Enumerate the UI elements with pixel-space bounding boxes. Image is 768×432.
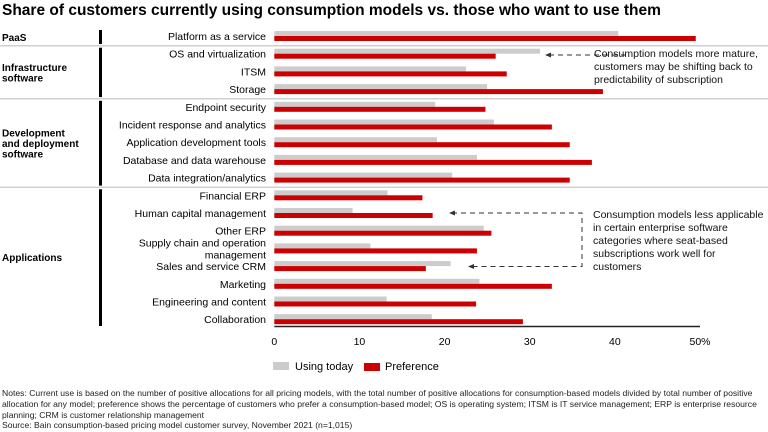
- bar-preference: [274, 36, 696, 41]
- footnotes: Notes: Current use is based on the numbe…: [2, 388, 766, 431]
- bar-using-today: [274, 278, 480, 284]
- bar-preference: [274, 266, 426, 272]
- legend-swatch-preference: [364, 363, 380, 371]
- group-bracket: [99, 100, 102, 186]
- bar-preference: [274, 71, 507, 77]
- group-bracket: [99, 30, 102, 44]
- bar-using-today: [274, 225, 484, 231]
- bar-using-today: [274, 296, 387, 302]
- bar-using-today: [274, 261, 451, 267]
- bar-preference: [274, 319, 523, 325]
- annotation-mature: Consumption models more mature, customer…: [594, 48, 758, 86]
- bar-preference: [274, 230, 492, 236]
- category-label: Storage: [229, 84, 266, 96]
- x-tick-label: 50%: [689, 336, 710, 348]
- bar-chart: PaaSInfrastructuresoftwareDevelopmentand…: [0, 30, 768, 373]
- bar-using-today: [274, 84, 488, 90]
- bar-using-today: [274, 31, 619, 36]
- category-label: Engineering and content: [152, 297, 266, 309]
- category-label: Application development tools: [126, 137, 266, 149]
- category-label: Financial ERP: [199, 190, 266, 202]
- category-label: Sales and service CRM: [156, 261, 266, 273]
- bar-using-today: [274, 137, 437, 143]
- annotation-less-applicable: Consumption models less applicable in ce…: [593, 209, 764, 273]
- bar-using-today: [274, 101, 436, 107]
- bar-using-today: [274, 208, 353, 213]
- bar-using-today: [274, 66, 466, 72]
- category-label: Database and data warehouse: [123, 155, 266, 167]
- bar-preference: [274, 248, 477, 254]
- bar-using-today: [274, 48, 540, 54]
- group-label: and deployment: [2, 139, 79, 150]
- bar-using-today: [274, 154, 477, 160]
- category-label: Platform as a service: [168, 31, 266, 43]
- arrow-head-icon: [545, 52, 551, 58]
- group-bracket: [99, 47, 102, 98]
- x-tick-label: 20: [439, 336, 451, 348]
- group-label: Applications: [2, 253, 62, 264]
- arrow-head-icon: [449, 210, 455, 216]
- category-label: Incident response and analytics: [119, 120, 266, 132]
- group-label: Infrastructure: [2, 63, 67, 74]
- bar-using-today: [274, 243, 371, 249]
- group-label: software: [2, 150, 44, 161]
- category-label: Collaboration: [204, 314, 266, 326]
- bar-preference: [274, 283, 552, 289]
- x-tick-label: 0: [271, 336, 277, 348]
- x-tick-label: 10: [354, 336, 366, 348]
- bar-preference: [274, 177, 570, 183]
- bar-preference: [274, 142, 570, 148]
- bar-using-today: [274, 119, 494, 125]
- x-tick-label: 40: [609, 336, 621, 348]
- category-label: ITSM: [241, 66, 266, 78]
- bar-preference: [274, 159, 592, 165]
- category-label: Data integration/analytics: [148, 173, 266, 185]
- bar-preference: [274, 195, 423, 201]
- bar-using-today: [274, 190, 388, 196]
- category-label: Marketing: [220, 279, 266, 291]
- category-label: management: [205, 249, 266, 261]
- legend-swatch-using-today: [273, 362, 289, 370]
- source-text: Source: Bain consumption-based pricing m…: [2, 420, 353, 431]
- category-label: Supply chain and operation: [139, 237, 266, 249]
- group-label: Development: [2, 129, 65, 140]
- group-label: software: [2, 74, 44, 85]
- bar-preference: [274, 124, 552, 130]
- bar-preference: [274, 106, 486, 112]
- bar-using-today: [274, 314, 432, 320]
- bar-preference: [274, 213, 433, 218]
- bar-preference: [274, 89, 603, 95]
- annotation-bracket-line: [452, 212, 583, 267]
- category-label: Endpoint security: [185, 102, 266, 114]
- category-label: Human capital management: [135, 208, 266, 220]
- chart-title: Share of customers currently using consu…: [2, 2, 661, 19]
- arrow-head-icon: [468, 264, 474, 269]
- group-label: PaaS: [2, 33, 27, 44]
- category-label: OS and virtualization: [169, 49, 266, 61]
- legend-label-using-today: Using today: [295, 361, 354, 373]
- bar-using-today: [274, 172, 453, 178]
- category-label: Other ERP: [215, 226, 266, 238]
- x-tick-label: 30: [524, 336, 536, 348]
- bar-preference: [274, 301, 477, 307]
- group-bracket: [99, 189, 102, 326]
- notes-text: Notes: Current use is based on the numbe…: [2, 388, 757, 420]
- legend-label-preference: Preference: [385, 361, 439, 373]
- bar-preference: [274, 53, 496, 59]
